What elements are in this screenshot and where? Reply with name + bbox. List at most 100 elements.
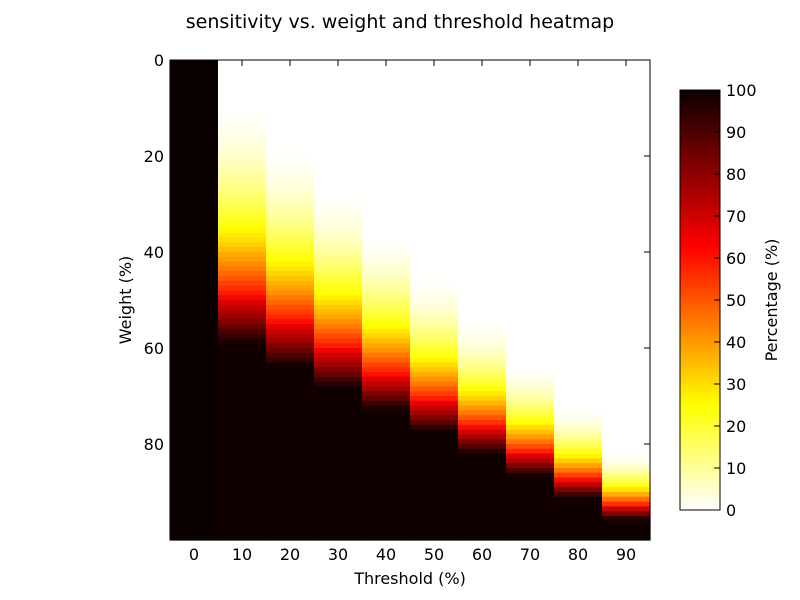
heatmap-cell <box>218 232 267 239</box>
heatmap-cell <box>602 117 651 123</box>
heatmap-cell <box>602 309 651 315</box>
heatmap-cell <box>554 184 603 191</box>
heatmap-cell <box>170 103 219 109</box>
heatmap-cell <box>602 396 651 402</box>
heatmap-cell <box>170 324 219 330</box>
heatmap-cell <box>314 252 363 258</box>
heatmap-cell <box>458 218 507 224</box>
heatmap-cell <box>602 280 651 287</box>
heatmap-cell <box>266 511 315 517</box>
heatmap-cell <box>170 184 219 191</box>
heatmap-cell <box>602 290 651 296</box>
heatmap-cell <box>506 151 555 157</box>
heatmap-cell <box>458 333 507 339</box>
heatmap-cell <box>170 136 219 143</box>
heatmap-cell <box>506 69 555 75</box>
heatmap-cell <box>554 271 603 277</box>
heatmap-cell <box>218 367 267 373</box>
heatmap-cell <box>506 88 555 95</box>
heatmap-cell <box>602 189 651 195</box>
heatmap-cell <box>458 290 507 296</box>
heatmap-cell <box>506 367 555 373</box>
heatmap-cell <box>410 496 459 503</box>
heatmap-cell <box>218 184 267 191</box>
heatmap-cell <box>314 482 363 488</box>
heatmap-cell <box>266 276 315 282</box>
heatmap-cell <box>266 261 315 267</box>
heatmap-cell <box>314 487 363 493</box>
y-tick-label: 60 <box>144 339 164 358</box>
y-tick-label: 40 <box>144 243 164 262</box>
heatmap-cell <box>458 324 507 330</box>
heatmap-cell <box>602 170 651 176</box>
chart-title: sensitivity vs. weight and threshold hea… <box>186 11 614 33</box>
heatmap-cell <box>170 213 219 219</box>
heatmap-cell <box>362 194 411 200</box>
heatmap-cell <box>266 376 315 383</box>
heatmap-cell <box>458 492 507 498</box>
heatmap-cell <box>362 492 411 498</box>
heatmap-cell <box>554 213 603 219</box>
heatmap-cell <box>266 237 315 243</box>
heatmap-cell <box>458 352 507 359</box>
heatmap-cell <box>362 285 411 291</box>
heatmap-cell <box>554 237 603 243</box>
heatmap-cell <box>218 405 267 411</box>
heatmap-cell <box>314 88 363 95</box>
heatmap-cell <box>602 372 651 378</box>
heatmap-cell <box>266 170 315 176</box>
heatmap-cell <box>458 242 507 248</box>
heatmap-cell <box>266 223 315 229</box>
heatmap-cell <box>362 477 411 483</box>
heatmap-cell <box>602 525 651 531</box>
heatmap-cell <box>170 271 219 277</box>
heatmap-cell <box>362 74 411 80</box>
heatmap-cell <box>410 396 459 402</box>
heatmap-cell <box>314 165 363 171</box>
heatmap-cell <box>458 108 507 114</box>
heatmap-cell <box>410 324 459 330</box>
heatmap-cell <box>218 295 267 301</box>
heatmap-cell <box>506 232 555 239</box>
heatmap-cell <box>602 376 651 383</box>
heatmap-cell <box>506 463 555 469</box>
heatmap-cell <box>362 280 411 287</box>
heatmap-cell <box>314 468 363 474</box>
heatmap-cell <box>314 472 363 479</box>
heatmap-cell <box>554 295 603 301</box>
heatmap-cell <box>218 261 267 267</box>
heatmap-cell <box>506 285 555 291</box>
heatmap-cell <box>506 496 555 503</box>
heatmap-cell <box>218 218 267 224</box>
heatmap-cell <box>554 511 603 517</box>
heatmap-cell <box>170 352 219 359</box>
heatmap-cell <box>458 319 507 325</box>
heatmap-cell <box>362 237 411 243</box>
heatmap-cell <box>506 391 555 397</box>
heatmap-cell <box>602 472 651 479</box>
heatmap-cell <box>218 477 267 483</box>
heatmap-cell <box>458 309 507 315</box>
heatmap-cell <box>506 309 555 315</box>
heatmap-cell <box>266 208 315 215</box>
heatmap-cell <box>170 170 219 176</box>
heatmap-cell <box>458 415 507 421</box>
y-axis-label: Weight (%) <box>116 256 135 345</box>
heatmap-cell <box>314 170 363 176</box>
heatmap-cell <box>314 386 363 392</box>
heatmap-cell <box>554 160 603 167</box>
heatmap-cell <box>410 511 459 517</box>
heatmap-cell <box>314 127 363 133</box>
heatmap-cell <box>218 223 267 229</box>
heatmap-cell <box>554 204 603 210</box>
heatmap-cell <box>170 252 219 258</box>
heatmap-cell <box>554 189 603 195</box>
heatmap-cell <box>602 256 651 263</box>
heatmap-cell <box>314 189 363 195</box>
heatmap-cell <box>170 88 219 95</box>
heatmap-cell <box>458 506 507 512</box>
heatmap-cell <box>218 290 267 296</box>
heatmap-cell <box>410 328 459 335</box>
heatmap-cell <box>218 453 267 459</box>
heatmap-cell <box>218 276 267 282</box>
